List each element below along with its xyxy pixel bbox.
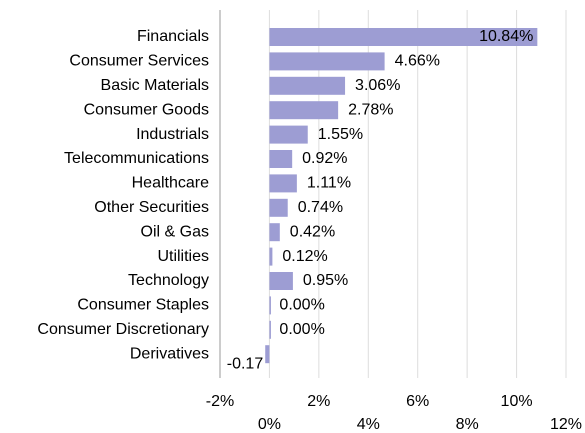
value-label: 2.78% xyxy=(348,101,393,118)
bar xyxy=(269,198,288,217)
bar xyxy=(269,76,346,95)
bar xyxy=(269,272,293,290)
y-tick-label: Basic Materials xyxy=(101,77,209,94)
y-tick-label: Oil & Gas xyxy=(141,223,209,240)
bar xyxy=(269,125,308,144)
y-tick-label: Consumer Services xyxy=(69,53,209,70)
x-tick-label: 8% xyxy=(456,416,479,433)
value-label: 0.12% xyxy=(282,248,327,265)
x-tick-label: -2% xyxy=(206,393,234,410)
y-tick-label: Consumer Goods xyxy=(84,101,209,118)
y-tick-label: Consumer Discretionary xyxy=(37,321,209,338)
bar xyxy=(269,174,297,193)
value-label: 0.00% xyxy=(279,321,324,338)
value-label: -0.17 xyxy=(227,355,264,372)
x-tick-label: 12% xyxy=(550,416,582,433)
value-label: 0.92% xyxy=(302,150,347,167)
x-tick-label: 4% xyxy=(357,416,380,433)
y-tick-label: Healthcare xyxy=(132,175,209,192)
value-label: 1.11% xyxy=(307,175,351,192)
bar xyxy=(269,101,339,120)
y-tick-label: Financials xyxy=(137,28,209,45)
x-tick-label: 10% xyxy=(501,393,533,410)
value-label: 4.66% xyxy=(395,53,440,70)
bar xyxy=(269,28,538,46)
y-tick-label: Technology xyxy=(128,272,209,289)
y-tick-label: Other Securities xyxy=(94,199,209,216)
value-label: 0.00% xyxy=(279,297,324,314)
x-tick-label: 2% xyxy=(307,393,330,410)
value-label: 0.74% xyxy=(298,199,343,216)
value-label: 3.06% xyxy=(355,77,400,94)
bar xyxy=(269,247,273,266)
bar xyxy=(269,150,293,168)
y-tick-label: Industrials xyxy=(136,126,209,143)
y-tick-label: Derivatives xyxy=(130,345,209,362)
value-label: 1.55% xyxy=(318,126,363,143)
value-label: 0.42% xyxy=(290,223,335,240)
value-label: 10.84% xyxy=(479,28,533,45)
bar xyxy=(269,296,271,315)
x-tick-label: 0% xyxy=(258,416,281,433)
x-tick-label: 6% xyxy=(406,393,429,410)
bar xyxy=(269,320,271,339)
bar xyxy=(269,223,280,242)
value-label: 0.95% xyxy=(303,272,348,289)
y-tick-label: Utilities xyxy=(157,248,209,265)
y-tick-label: Consumer Staples xyxy=(77,297,209,314)
bar xyxy=(269,52,385,71)
y-tick-label: Telecommunications xyxy=(64,150,209,167)
bar xyxy=(265,345,270,364)
